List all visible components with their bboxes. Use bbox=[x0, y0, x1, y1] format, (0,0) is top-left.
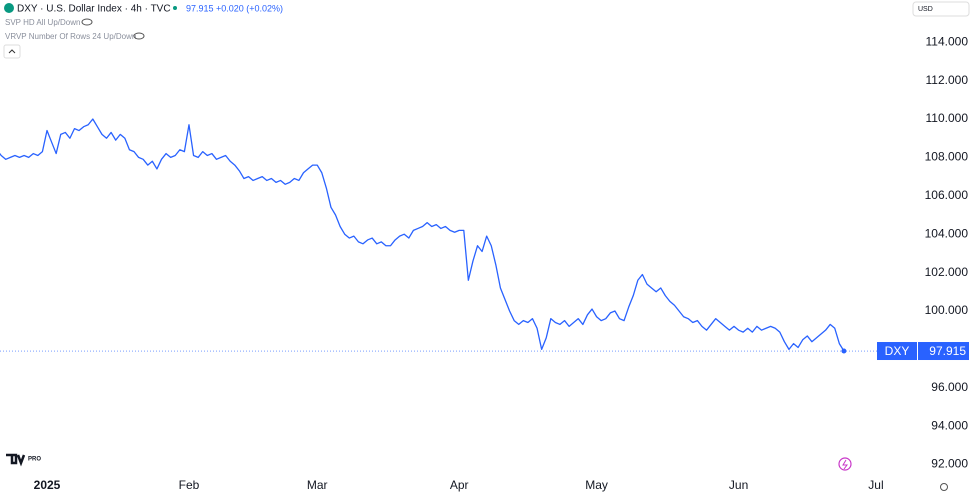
x-tick-label: Apr bbox=[450, 478, 469, 492]
status-dot bbox=[173, 6, 177, 10]
collapse-icon bbox=[8, 49, 16, 54]
x-tick-label: May bbox=[585, 478, 608, 492]
price-badge bbox=[918, 342, 969, 361]
x-tick-label: Feb bbox=[179, 478, 200, 492]
x-tick-label: 2025 bbox=[34, 478, 61, 492]
y-tick-label: 110.000 bbox=[926, 111, 969, 125]
y-tick-label: 112.000 bbox=[926, 73, 969, 87]
logo bbox=[6, 453, 26, 467]
series-name: DXY bbox=[885, 344, 910, 358]
x-tick-label: Jun bbox=[729, 478, 748, 492]
chart-title: DXY · U.S. Dollar Index · 4h · TVC bbox=[17, 4, 171, 15]
y-tick-label: 114.000 bbox=[926, 34, 969, 48]
power-icon[interactable] bbox=[838, 457, 852, 471]
y-tick-label: 96.000 bbox=[931, 380, 968, 394]
last-price: 97.915 bbox=[186, 3, 214, 13]
symbol-icon bbox=[4, 3, 14, 13]
x-tick-label: Jul bbox=[868, 478, 883, 492]
currency-label: USD bbox=[918, 6, 933, 13]
currency-button[interactable] bbox=[912, 1, 970, 17]
y-tick-label: 108.000 bbox=[925, 150, 969, 164]
y-tick-label: 92.000 bbox=[931, 457, 968, 471]
eye-icon[interactable] bbox=[133, 32, 145, 40]
y-tick-label: 102.000 bbox=[925, 265, 969, 279]
indicator-label[interactable]: SVP HD All Up/Down bbox=[5, 18, 80, 27]
collapse-button[interactable] bbox=[3, 44, 21, 59]
last-point bbox=[841, 348, 847, 354]
x-tick-label: Mar bbox=[307, 478, 328, 492]
power-bolt bbox=[842, 459, 848, 470]
price-badge bbox=[877, 342, 917, 361]
indicator-label[interactable]: VRVP Number Of Rows 24 Up/Down bbox=[5, 32, 136, 41]
price-line bbox=[0, 118, 845, 352]
y-tick-label: 100.000 bbox=[925, 303, 969, 317]
y-tick-label: 106.000 bbox=[925, 188, 969, 202]
price-change: +0.020 (+0.02%) bbox=[216, 3, 283, 13]
price-label: 97.915 bbox=[929, 344, 966, 358]
y-tick-label: 104.000 bbox=[925, 226, 969, 240]
settings-icon[interactable] bbox=[940, 483, 948, 491]
eye-icon[interactable] bbox=[81, 18, 93, 26]
logo-text: PRO bbox=[28, 457, 41, 463]
y-tick-label: 94.000 bbox=[931, 418, 968, 432]
